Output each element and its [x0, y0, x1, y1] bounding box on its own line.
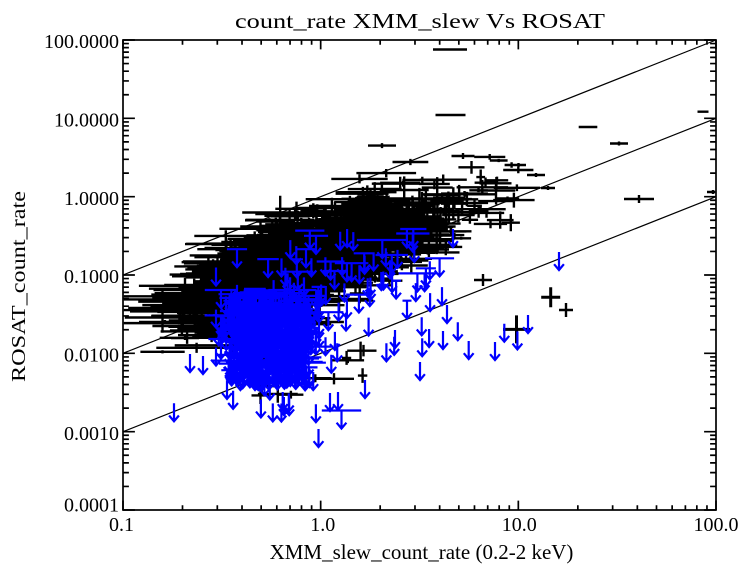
svg-text:1.0000: 1.0000: [64, 188, 119, 210]
svg-text:0.1: 0.1: [109, 514, 134, 536]
svg-text:0.1000: 0.1000: [64, 266, 119, 288]
svg-text:10.0000: 10.0000: [54, 110, 119, 132]
svg-text:ROSAT_count_rate: ROSAT_count_rate: [8, 191, 30, 382]
svg-text:1.0: 1.0: [310, 514, 335, 536]
svg-text:0.0010: 0.0010: [64, 423, 119, 445]
svg-text:100.0: 100.0: [694, 514, 739, 536]
svg-text:XMM_slew_count_rate (0.2-2 keV: XMM_slew_count_rate (0.2-2 keV): [270, 540, 574, 564]
svg-text:0.0100: 0.0100: [64, 345, 119, 367]
svg-text:count_rate XMM_slew Vs ROSAT: count_rate XMM_slew Vs ROSAT: [235, 9, 605, 33]
svg-text:100.0000: 100.0000: [44, 31, 119, 53]
svg-text:0.0001: 0.0001: [64, 495, 119, 517]
svg-text:10.0: 10.0: [502, 514, 537, 536]
